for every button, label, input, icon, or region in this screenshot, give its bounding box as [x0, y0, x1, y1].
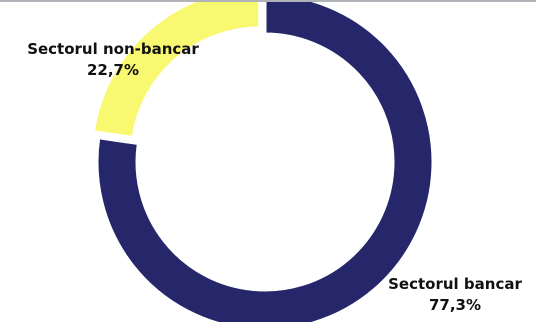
- slice-value-non-bancar: 22,7%: [86, 61, 140, 79]
- slice-label-non-bancar: Sectorul non-bancar 22,7%: [8, 39, 218, 81]
- donut-slice-bancar: [95, 2, 435, 322]
- slice-category-bancar: Sectorul bancar: [388, 275, 522, 293]
- slice-category-non-bancar: Sectorul non-bancar: [27, 40, 199, 58]
- slice-label-bancar: Sectorul bancar 77,3%: [370, 274, 536, 316]
- donut-slice-non-bancar: [91, 2, 262, 140]
- slice-value-bancar: 77,3%: [428, 296, 482, 314]
